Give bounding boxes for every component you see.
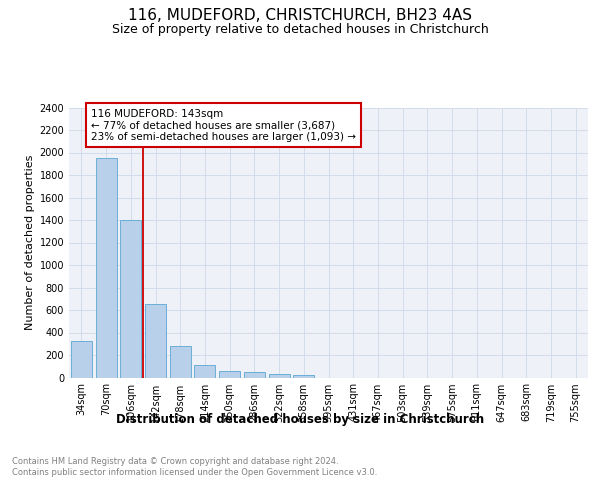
Text: Contains HM Land Registry data © Crown copyright and database right 2024.
Contai: Contains HM Land Registry data © Crown c… <box>12 458 377 477</box>
Text: Distribution of detached houses by size in Christchurch: Distribution of detached houses by size … <box>116 412 484 426</box>
Bar <box>95 158 116 378</box>
Bar <box>194 365 215 378</box>
Text: Size of property relative to detached houses in Christchurch: Size of property relative to detached ho… <box>112 22 488 36</box>
Bar <box>219 372 240 378</box>
Text: 116, MUDEFORD, CHRISTCHURCH, BH23 4AS: 116, MUDEFORD, CHRISTCHURCH, BH23 4AS <box>128 8 472 22</box>
Bar <box>244 372 265 378</box>
Bar <box>170 346 191 378</box>
Bar <box>120 220 141 378</box>
Y-axis label: Number of detached properties: Number of detached properties <box>25 155 35 330</box>
Bar <box>71 341 92 378</box>
Bar <box>293 375 314 378</box>
Text: 116 MUDEFORD: 143sqm
← 77% of detached houses are smaller (3,687)
23% of semi-de: 116 MUDEFORD: 143sqm ← 77% of detached h… <box>91 108 356 142</box>
Bar <box>269 374 290 378</box>
Bar <box>145 304 166 378</box>
